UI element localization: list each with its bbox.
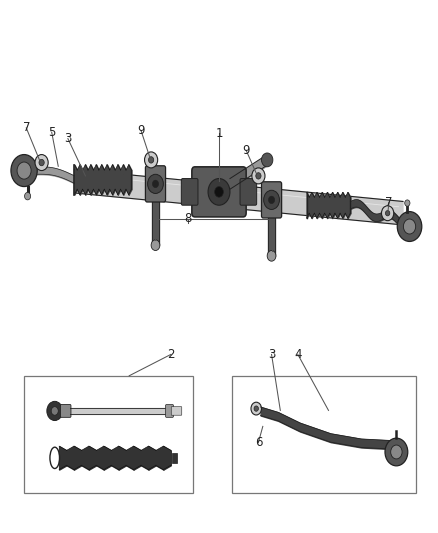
Text: 7: 7: [385, 196, 393, 209]
Circle shape: [47, 401, 63, 421]
Circle shape: [151, 240, 160, 251]
Circle shape: [261, 153, 273, 167]
Circle shape: [254, 406, 258, 411]
Circle shape: [35, 155, 48, 171]
Polygon shape: [74, 169, 403, 225]
FancyBboxPatch shape: [166, 405, 173, 417]
Circle shape: [208, 179, 230, 205]
Circle shape: [251, 402, 261, 415]
FancyBboxPatch shape: [60, 405, 71, 417]
Bar: [172, 453, 177, 463]
Text: 8: 8: [185, 212, 192, 225]
Circle shape: [39, 159, 44, 166]
Circle shape: [148, 157, 154, 163]
FancyBboxPatch shape: [171, 407, 182, 415]
Circle shape: [152, 180, 159, 188]
Circle shape: [215, 187, 223, 197]
Text: 2: 2: [167, 348, 175, 361]
Circle shape: [256, 173, 261, 179]
Text: 1: 1: [215, 127, 223, 140]
Circle shape: [25, 192, 31, 200]
Text: 9: 9: [242, 144, 250, 157]
FancyBboxPatch shape: [181, 179, 198, 205]
Text: 3: 3: [268, 348, 275, 361]
Circle shape: [381, 206, 394, 221]
Circle shape: [397, 212, 422, 241]
Text: 3: 3: [64, 132, 71, 145]
Bar: [232, 376, 416, 493]
Circle shape: [268, 196, 275, 204]
Circle shape: [148, 174, 163, 193]
Text: 4: 4: [294, 348, 302, 361]
Text: 7: 7: [22, 122, 30, 134]
Circle shape: [385, 211, 390, 216]
FancyBboxPatch shape: [240, 179, 257, 205]
Circle shape: [145, 152, 158, 168]
Circle shape: [264, 190, 279, 209]
Circle shape: [385, 438, 408, 466]
Circle shape: [51, 407, 58, 415]
Circle shape: [403, 219, 416, 234]
Bar: [24, 376, 193, 493]
Text: 6: 6: [254, 436, 262, 449]
Circle shape: [17, 162, 31, 179]
Text: 9: 9: [137, 124, 145, 137]
FancyBboxPatch shape: [261, 182, 282, 218]
FancyBboxPatch shape: [192, 167, 246, 217]
Text: 5: 5: [48, 126, 55, 139]
Circle shape: [11, 155, 37, 187]
FancyBboxPatch shape: [145, 166, 166, 202]
Circle shape: [391, 445, 402, 459]
Circle shape: [405, 200, 410, 206]
Circle shape: [252, 168, 265, 184]
Circle shape: [267, 251, 276, 261]
